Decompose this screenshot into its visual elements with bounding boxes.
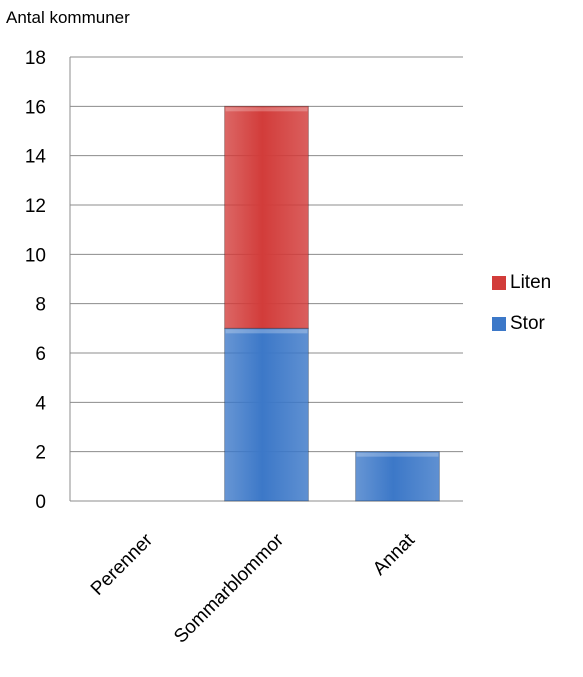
y-axis-label: Antal kommuner (6, 8, 130, 27)
y-tick-labels: 0 2 4 6 8 10 12 14 16 18 (25, 48, 47, 513)
legend-item-stor: Stor (492, 313, 551, 335)
bar-liten-sommarblommor (224, 105, 309, 329)
bar-highlight (225, 329, 308, 334)
y-tick-label: 14 (25, 147, 47, 168)
y-tick-label: 4 (35, 393, 46, 414)
y-tick-label: 12 (25, 196, 46, 217)
y-tick-label: 18 (25, 48, 46, 69)
legend-label-liten: Liten (510, 272, 552, 293)
bar-stor-sommarblommor (224, 327, 309, 502)
bar-highlight (225, 107, 308, 112)
y-tick-label: 16 (25, 97, 46, 118)
legend-swatch-stor (492, 317, 506, 331)
y-tick-label: 2 (35, 443, 46, 464)
x-tick-label: Annat (369, 529, 419, 579)
y-tick-label: 6 (35, 344, 46, 365)
y-tick-label: 8 (35, 295, 46, 316)
y-tick-label: 10 (25, 245, 46, 266)
bars (224, 105, 440, 502)
legend: Liten Stor (492, 272, 551, 354)
bar-stor-annat (355, 451, 440, 502)
legend-item-liten: Liten (492, 272, 551, 294)
legend-label-stor: Stor (510, 313, 545, 334)
legend-swatch-liten (492, 276, 506, 290)
x-tick-label: Sommarblommor (170, 529, 288, 647)
y-tick-label: 0 (35, 492, 46, 513)
x-tick-labels: Perenner Sommarblommor Annat (87, 529, 420, 647)
bar-highlight (356, 452, 439, 457)
x-tick-label: Perenner (87, 529, 158, 600)
